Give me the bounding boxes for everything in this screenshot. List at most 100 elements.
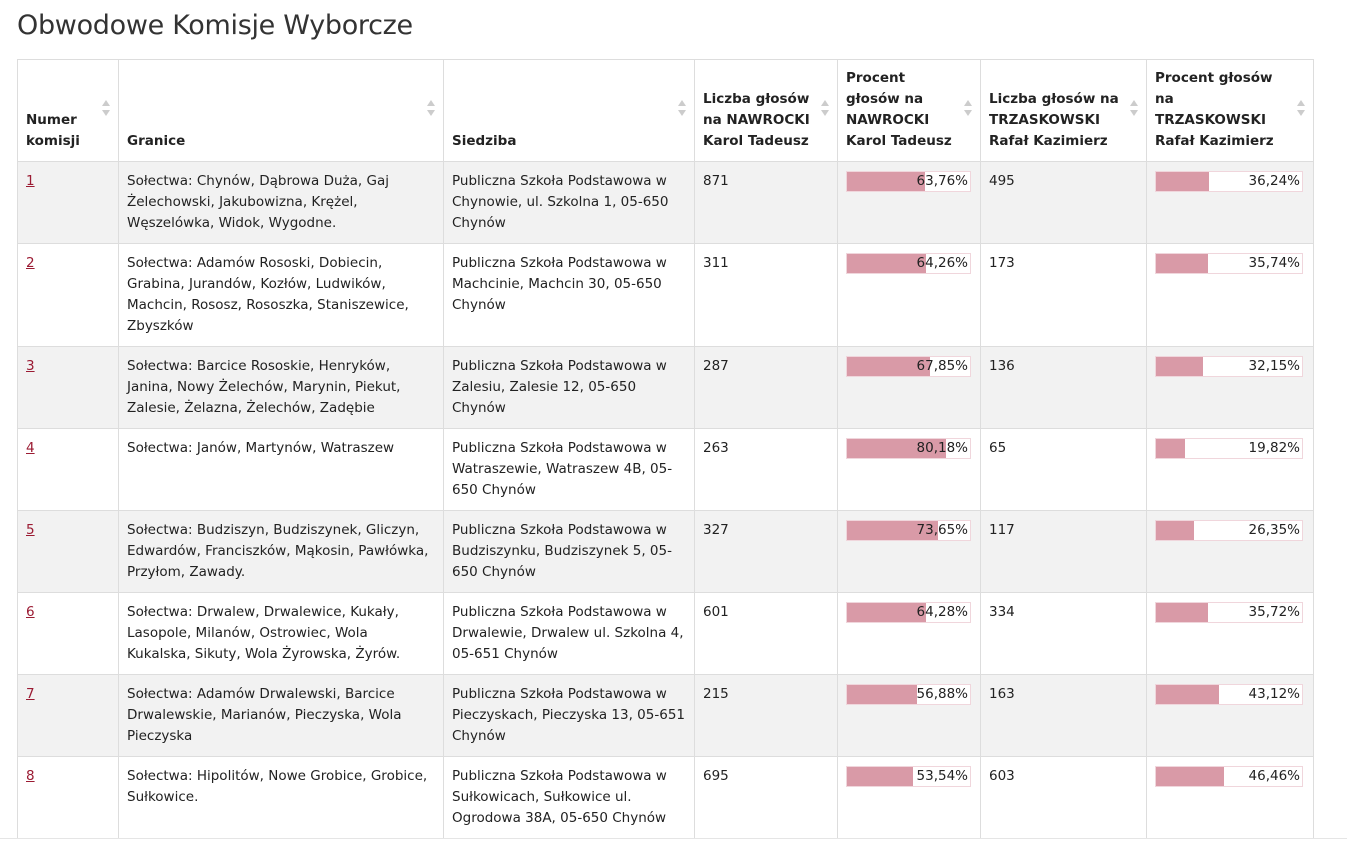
percent-bar-fill bbox=[847, 172, 926, 191]
column-header-number[interactable]: Numer komisji bbox=[17, 59, 119, 162]
commission-link[interactable]: 7 bbox=[26, 686, 35, 702]
nawrocki-votes-cell: 263 bbox=[694, 428, 838, 511]
commission-number-cell: 6 bbox=[17, 592, 119, 675]
siedziba-cell: Publiczna Szkoła Podstawowa w Chynowie, … bbox=[443, 161, 695, 244]
nawrocki-percent-bar: 63,76% bbox=[846, 171, 971, 192]
nawrocki-percent-cell: 63,76% bbox=[837, 161, 981, 244]
nawrocki-percent-bar: 56,88% bbox=[846, 684, 971, 705]
trzaskowski-votes-cell: 163 bbox=[980, 674, 1147, 757]
table-row: 8 Sołectwa: Hipolitów, Nowe Grobice, Gro… bbox=[17, 756, 1314, 839]
nawrocki-votes-cell: 327 bbox=[694, 510, 838, 593]
nawrocki-votes-cell: 311 bbox=[694, 243, 838, 347]
column-header-trzaskowski-percent[interactable]: Procent głosów na TRZASKOWSKI Rafał Kazi… bbox=[1146, 59, 1314, 162]
column-header-label: Siedziba bbox=[452, 133, 517, 149]
percent-bar-fill bbox=[847, 357, 931, 376]
sort-icon bbox=[964, 100, 973, 118]
trzaskowski-votes-cell: 603 bbox=[980, 756, 1147, 839]
commission-number-cell: 7 bbox=[17, 674, 119, 757]
percent-value: 64,26% bbox=[916, 255, 968, 271]
column-header-label: Numer komisji bbox=[26, 112, 80, 149]
percent-value: 43,12% bbox=[1248, 686, 1300, 702]
trzaskowski-percent-bar: 43,12% bbox=[1155, 684, 1303, 705]
percent-value: 56,88% bbox=[916, 686, 968, 702]
percent-value: 63,76% bbox=[916, 173, 968, 189]
trzaskowski-votes-cell: 117 bbox=[980, 510, 1147, 593]
percent-bar-fill bbox=[847, 254, 927, 273]
percent-value: 36,24% bbox=[1248, 173, 1300, 189]
trzaskowski-percent-cell: 43,12% bbox=[1146, 674, 1314, 757]
column-header-label: Liczba głosów na NAWROCKI Karol Tadeusz bbox=[703, 91, 810, 149]
trzaskowski-percent-bar: 26,35% bbox=[1155, 520, 1303, 541]
sort-icon bbox=[1130, 100, 1139, 118]
nawrocki-percent-cell: 64,26% bbox=[837, 243, 981, 347]
granice-cell: Sołectwa: Barcice Rososkie, Henryków, Ja… bbox=[118, 346, 444, 429]
percent-value: 26,35% bbox=[1248, 522, 1300, 538]
sort-icon bbox=[427, 100, 436, 118]
commission-number-cell: 2 bbox=[17, 243, 119, 347]
nawrocki-percent-bar: 73,65% bbox=[846, 520, 971, 541]
percent-bar-fill bbox=[847, 521, 938, 540]
percent-value: 35,74% bbox=[1248, 255, 1300, 271]
trzaskowski-percent-cell: 35,72% bbox=[1146, 592, 1314, 675]
table-row: 7 Sołectwa: Adamów Drwalewski, Barcice D… bbox=[17, 674, 1314, 757]
percent-value: 73,65% bbox=[916, 522, 968, 538]
nawrocki-percent-cell: 73,65% bbox=[837, 510, 981, 593]
nawrocki-percent-cell: 80,18% bbox=[837, 428, 981, 511]
trzaskowski-percent-bar: 35,74% bbox=[1155, 253, 1303, 274]
nawrocki-percent-cell: 64,28% bbox=[837, 592, 981, 675]
column-header-label: Procent głosów na TRZASKOWSKI Rafał Kazi… bbox=[1155, 70, 1274, 149]
table-row: 6 Sołectwa: Drwalew, Drwalewice, Kukały,… bbox=[17, 592, 1314, 675]
commission-number-cell: 8 bbox=[17, 756, 119, 839]
percent-value: 53,54% bbox=[916, 768, 968, 784]
granice-cell: Sołectwa: Adamów Drwalewski, Barcice Drw… bbox=[118, 674, 444, 757]
percent-value: 46,46% bbox=[1248, 768, 1300, 784]
trzaskowski-percent-cell: 46,46% bbox=[1146, 756, 1314, 839]
percent-bar-fill bbox=[1156, 521, 1195, 540]
nawrocki-percent-bar: 64,26% bbox=[846, 253, 971, 274]
percent-bar-fill bbox=[1156, 439, 1185, 458]
table-row: 2 Sołectwa: Adamów Rososki, Dobiecin, Gr… bbox=[17, 243, 1314, 347]
commission-link[interactable]: 5 bbox=[26, 522, 35, 538]
footer-divider bbox=[0, 838, 1347, 839]
percent-bar-fill bbox=[847, 685, 917, 704]
commission-link[interactable]: 4 bbox=[26, 440, 35, 456]
granice-cell: Sołectwa: Hipolitów, Nowe Grobice, Grobi… bbox=[118, 756, 444, 839]
commission-number-cell: 4 bbox=[17, 428, 119, 511]
commission-link[interactable]: 3 bbox=[26, 358, 35, 374]
trzaskowski-votes-cell: 495 bbox=[980, 161, 1147, 244]
percent-bar-fill bbox=[847, 439, 946, 458]
percent-value: 64,28% bbox=[916, 604, 968, 620]
granice-cell: Sołectwa: Chynów, Dąbrowa Duża, Gaj Żele… bbox=[118, 161, 444, 244]
commission-link[interactable]: 8 bbox=[26, 768, 35, 784]
nawrocki-percent-cell: 56,88% bbox=[837, 674, 981, 757]
sort-icon bbox=[1297, 100, 1306, 118]
commission-link[interactable]: 6 bbox=[26, 604, 35, 620]
trzaskowski-percent-cell: 26,35% bbox=[1146, 510, 1314, 593]
percent-value: 80,18% bbox=[916, 440, 968, 456]
column-header-nawrocki-percent[interactable]: Procent głosów na NAWROCKI Karol Tadeusz bbox=[837, 59, 981, 162]
trzaskowski-percent-bar: 35,72% bbox=[1155, 602, 1303, 623]
commission-link[interactable]: 2 bbox=[26, 255, 35, 271]
percent-bar-fill bbox=[1156, 357, 1203, 376]
column-header-label: Procent głosów na NAWROCKI Karol Tadeusz bbox=[846, 70, 952, 149]
percent-bar-fill bbox=[847, 603, 927, 622]
trzaskowski-percent-bar: 32,15% bbox=[1155, 356, 1303, 377]
siedziba-cell: Publiczna Szkoła Podstawowa w Watraszewi… bbox=[443, 428, 695, 511]
granice-cell: Sołectwa: Adamów Rososki, Dobiecin, Grab… bbox=[118, 243, 444, 347]
column-header-siedziba[interactable]: Siedziba bbox=[443, 59, 695, 162]
commissions-table: Numer komisji Granice Siedziba Liczba gł… bbox=[17, 59, 1314, 839]
table-header-row: Numer komisji Granice Siedziba Liczba gł… bbox=[17, 59, 1314, 162]
trzaskowski-votes-cell: 65 bbox=[980, 428, 1147, 511]
column-header-label: Granice bbox=[127, 133, 186, 149]
commission-number-cell: 1 bbox=[17, 161, 119, 244]
trzaskowski-percent-cell: 35,74% bbox=[1146, 243, 1314, 347]
nawrocki-percent-cell: 67,85% bbox=[837, 346, 981, 429]
column-header-nawrocki-votes[interactable]: Liczba głosów na NAWROCKI Karol Tadeusz bbox=[694, 59, 838, 162]
commission-link[interactable]: 1 bbox=[26, 173, 35, 189]
siedziba-cell: Publiczna Szkoła Podstawowa w Sułkowicac… bbox=[443, 756, 695, 839]
column-header-trzaskowski-votes[interactable]: Liczba głosów na TRZASKOWSKI Rafał Kazim… bbox=[980, 59, 1147, 162]
percent-bar-fill bbox=[847, 767, 913, 786]
trzaskowski-percent-bar: 46,46% bbox=[1155, 766, 1303, 787]
column-header-granice[interactable]: Granice bbox=[118, 59, 444, 162]
table-row: 4 Sołectwa: Janów, Martynów, Watraszew P… bbox=[17, 428, 1314, 511]
